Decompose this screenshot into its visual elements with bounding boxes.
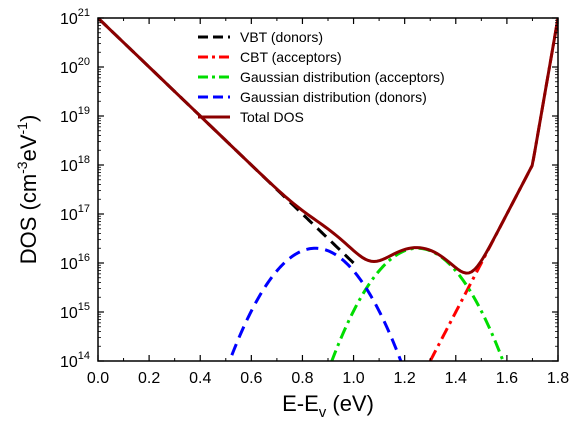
legend-entry: CBT (acceptors) [198, 49, 342, 65]
legend-label: VBT (donors) [240, 29, 323, 45]
plot-area [98, 18, 558, 361]
legend-entry: Gaussian distribution (acceptors) [198, 69, 445, 85]
x-tick-label: 1.0 [342, 370, 364, 387]
x-axis-title: E-Ev (eV) [282, 391, 374, 421]
legend-label: Gaussian distribution (acceptors) [240, 69, 445, 85]
legend-entry: Gaussian distribution (donors) [198, 89, 427, 105]
x-tick-label: 0.6 [240, 370, 262, 387]
x-tick-label: 1.6 [496, 370, 518, 387]
x-tick-label: 0.8 [291, 370, 313, 387]
y-tick-label: 1016 [60, 252, 90, 273]
x-tick-label: 0.2 [138, 370, 160, 387]
x-tick-label: 0.0 [87, 370, 109, 387]
y-axis-title: DOS (cm-3eV-1) [14, 115, 41, 265]
x-tick-label: 1.2 [394, 370, 416, 387]
y-tick-label: 1021 [60, 7, 90, 28]
x-tick-label: 1.8 [547, 370, 569, 387]
series-line-4 [227, 246, 403, 361]
series-line-2 [428, 18, 558, 361]
legend-label: CBT (acceptors) [240, 49, 342, 65]
x-tick-label: 0.4 [189, 370, 211, 387]
series-line-5 [98, 18, 558, 275]
series-line-3 [330, 246, 505, 361]
y-tick-label: 1015 [60, 301, 90, 322]
legend: VBT (donors) CBT (acceptors) Gaussian dist… [198, 29, 445, 125]
y-tick-label: 1014 [60, 350, 90, 371]
y-tick-label: 1018 [60, 154, 90, 175]
x-tick-label: 1.4 [445, 370, 467, 387]
y-tick-label: 1017 [60, 203, 90, 224]
legend-entry: VBT (donors) [198, 29, 323, 45]
curves [98, 18, 558, 361]
legend-entry: Total DOS [198, 109, 304, 125]
axes: 0.0 0.2 0.4 0.6 0.8 1.0 1.2 1.4 1.6 1.8 1014 1015 10… [14, 7, 569, 421]
y-tick-label: 1019 [60, 105, 90, 126]
legend-label: Total DOS [240, 109, 304, 125]
legend-label: Gaussian distribution (donors) [240, 89, 427, 105]
y-tick-label: 1020 [60, 56, 90, 77]
